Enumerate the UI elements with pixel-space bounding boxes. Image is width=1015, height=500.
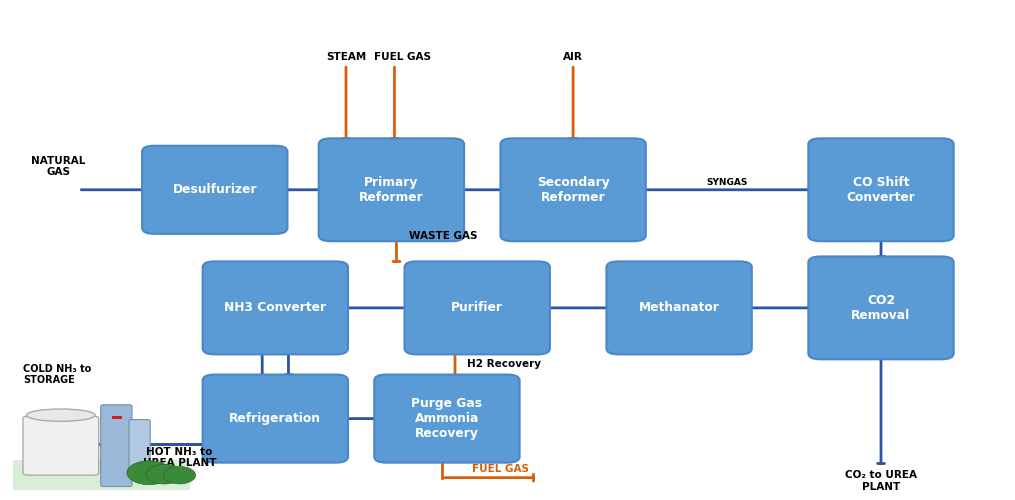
Text: FUEL GAS: FUEL GAS [472,464,529,473]
Text: Purifier: Purifier [452,302,503,314]
Text: COLD NH₃ to
STORAGE: COLD NH₃ to STORAGE [23,364,91,385]
FancyBboxPatch shape [500,138,646,241]
Text: H2 Recovery: H2 Recovery [467,360,541,370]
Text: NATURAL
GAS: NATURAL GAS [31,156,85,178]
Text: NH3 Converter: NH3 Converter [224,302,327,314]
Text: CO Shift
Converter: CO Shift Converter [847,176,916,204]
Ellipse shape [26,409,95,422]
FancyBboxPatch shape [203,262,348,354]
FancyBboxPatch shape [23,416,98,475]
Text: SYNGAS: SYNGAS [706,178,748,188]
Ellipse shape [146,464,183,484]
Text: AIR: AIR [563,52,583,62]
Text: CO₂ to UREA
PLANT: CO₂ to UREA PLANT [845,470,917,492]
FancyBboxPatch shape [319,138,464,241]
Text: Desulfurizer: Desulfurizer [173,184,257,196]
Text: Refrigeration: Refrigeration [229,412,322,425]
FancyBboxPatch shape [142,146,287,234]
Ellipse shape [127,461,172,484]
FancyBboxPatch shape [203,374,348,462]
Text: FUEL GAS: FUEL GAS [374,52,431,62]
FancyBboxPatch shape [606,262,752,354]
Text: Primary
Reformer: Primary Reformer [359,176,424,204]
Text: WASTE GAS: WASTE GAS [409,232,477,241]
FancyBboxPatch shape [405,262,550,354]
Polygon shape [13,460,190,490]
Text: HOT NH₃ to
UREA PLANT: HOT NH₃ to UREA PLANT [143,447,216,468]
FancyBboxPatch shape [808,256,954,360]
Text: Methanator: Methanator [638,302,720,314]
Text: Purge Gas
Ammonia
Recovery: Purge Gas Ammonia Recovery [411,397,482,440]
FancyBboxPatch shape [100,405,132,486]
Text: STEAM: STEAM [326,52,366,62]
FancyBboxPatch shape [129,420,150,476]
Bar [112,416,122,418]
Ellipse shape [163,466,196,484]
Text: CO2
Removal: CO2 Removal [852,294,910,322]
Text: Secondary
Reformer: Secondary Reformer [537,176,609,204]
FancyBboxPatch shape [375,374,520,462]
FancyBboxPatch shape [808,138,954,241]
